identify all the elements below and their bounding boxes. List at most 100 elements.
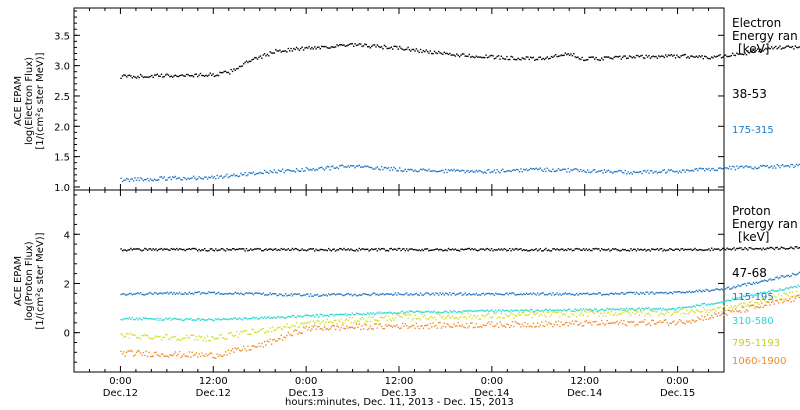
electron-data-point	[155, 74, 157, 76]
proton-data-point	[321, 295, 323, 297]
proton-data-point	[646, 313, 649, 315]
proton-data-point	[138, 317, 140, 319]
proton-data-point	[711, 315, 713, 317]
proton-data-point	[319, 295, 321, 297]
electron-data-point	[382, 48, 384, 50]
proton-data-point	[365, 324, 367, 326]
proton-data-point	[690, 322, 692, 324]
proton-data-point	[666, 310, 668, 313]
proton-data-point	[165, 292, 167, 294]
electron-data-point	[723, 54, 725, 57]
proton-data-point	[633, 309, 635, 312]
proton-data-point	[574, 320, 576, 322]
proton-data-point	[538, 315, 540, 317]
proton-data-point	[223, 337, 225, 340]
electron-data-point	[628, 55, 631, 57]
proton-data-point	[334, 294, 337, 296]
electron-data-point	[312, 48, 314, 50]
proton-data-point	[520, 248, 522, 250]
proton-data-point	[318, 295, 320, 297]
proton-data-point	[531, 309, 533, 311]
proton-data-point	[587, 309, 589, 311]
proton-data-point	[722, 312, 724, 314]
proton-data-point	[694, 321, 696, 323]
electron-data-point	[461, 169, 464, 171]
proton-data-point	[144, 294, 146, 296]
proton-data-point	[791, 296, 794, 298]
electron-data-point	[763, 48, 766, 51]
proton-data-point	[633, 248, 635, 250]
proton-data-point	[582, 292, 585, 295]
proton-data-point	[679, 249, 681, 252]
proton-data-point	[677, 248, 679, 251]
proton-data-point	[392, 317, 394, 320]
proton-data-point	[520, 314, 522, 316]
electron-data-point	[484, 56, 486, 59]
electron-data-point	[397, 48, 399, 50]
proton-data-point	[158, 248, 160, 251]
electron-data-point	[298, 49, 301, 51]
proton-data-point	[151, 318, 153, 320]
electron-data-point	[534, 59, 536, 61]
proton-data-point	[120, 350, 122, 352]
proton-data-point	[577, 248, 579, 250]
proton-data-point	[631, 311, 633, 314]
proton-data-point	[128, 292, 131, 295]
electron-data-point	[464, 55, 466, 57]
proton-data-point	[457, 318, 459, 320]
proton-data-point	[731, 287, 734, 289]
proton-data-point	[279, 317, 281, 319]
proton-data-point	[350, 248, 352, 250]
proton-data-point	[426, 311, 429, 313]
proton-data-point	[692, 248, 695, 251]
proton-data-point	[720, 288, 723, 290]
electron-data-point	[566, 171, 568, 173]
electron-data-point	[621, 56, 624, 59]
proton-data-point	[135, 292, 138, 295]
proton-data-point	[510, 324, 512, 327]
proton-data-point	[124, 249, 126, 251]
proton-data-point	[149, 337, 152, 340]
proton-data-point	[354, 327, 356, 329]
proton-data-point	[709, 317, 711, 319]
proton-data-point	[769, 246, 771, 249]
electron-data-point	[759, 48, 762, 51]
proton-data-point	[656, 308, 659, 310]
proton-data-point	[341, 294, 344, 297]
proton-data-point	[465, 294, 468, 296]
proton-data-point	[312, 248, 314, 250]
electron-data-point	[173, 176, 175, 179]
proton-data-point	[233, 248, 235, 250]
proton-data-point	[730, 305, 732, 307]
proton-data-point	[229, 352, 231, 355]
proton-data-point	[312, 314, 314, 316]
proton-data-point	[386, 249, 388, 252]
proton-data-point	[731, 309, 734, 312]
proton-data-point	[248, 249, 250, 251]
proton-data-point	[295, 248, 298, 250]
electron-data-point	[722, 56, 724, 58]
proton-data-point	[713, 289, 716, 291]
proton-data-point	[768, 301, 770, 303]
proton-data-point	[273, 293, 275, 295]
proton-data-point	[509, 247, 511, 250]
proton-data-point	[704, 290, 706, 292]
proton-data-point	[754, 283, 756, 285]
proton-data-point	[635, 250, 638, 252]
proton-data-point	[641, 249, 643, 251]
proton-data-point	[588, 248, 590, 250]
proton-data-point	[169, 354, 171, 356]
proton-data-point	[325, 294, 327, 296]
electron-data-point	[222, 71, 224, 74]
proton-data-point	[716, 302, 718, 304]
electron-data-point	[160, 73, 163, 75]
proton-data-point	[475, 292, 477, 295]
proton-data-point	[783, 247, 785, 249]
proton-data-point	[308, 326, 310, 329]
electron-ytick-label: 2.0	[54, 122, 70, 133]
proton-data-point	[621, 309, 624, 312]
electron-data-point	[773, 165, 776, 167]
proton-data-point	[662, 307, 664, 310]
proton-data-point	[750, 247, 752, 249]
proton-data-point	[691, 249, 693, 251]
